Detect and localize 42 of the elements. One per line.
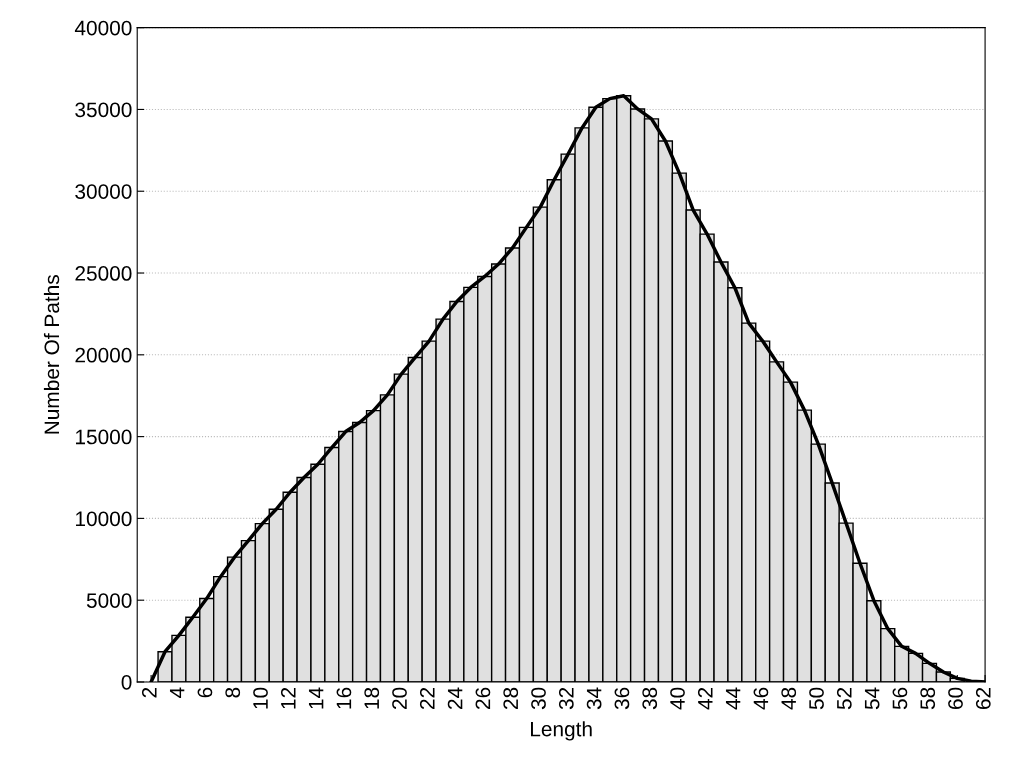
x-tick-label: 20	[392, 687, 407, 709]
x-tick-label: 40	[670, 687, 685, 710]
y-tick-label: 20000	[75, 347, 132, 363]
y-tick-label: 30000	[75, 184, 132, 199]
y-tick-label: 25000	[75, 266, 132, 281]
x-tick-label: 34	[586, 687, 602, 710]
x-tick-label: 44	[725, 687, 741, 710]
x-tick-label: 50	[809, 687, 824, 710]
x-tick-label: 62	[975, 687, 991, 709]
x-tick-label: 24	[447, 687, 463, 709]
x-tick-label: 26	[475, 687, 491, 709]
x-tick-label: 10	[253, 687, 268, 709]
x-tick-label: 8	[225, 687, 241, 698]
y-tick-label: 5000	[86, 593, 132, 608]
y-tick-label: 10000	[76, 511, 132, 527]
x-tick-label: 52	[836, 687, 852, 710]
x-tick-label: 42	[697, 687, 713, 710]
y-tick-label: 0	[121, 674, 132, 690]
x-tick-label: 58	[920, 687, 936, 710]
y-axis-title: Number Of Paths	[43, 275, 60, 434]
x-tick-label: 14	[308, 687, 324, 709]
x-tick-label: 12	[280, 687, 296, 709]
x-tick-label: 22	[419, 687, 435, 709]
x-tick-label: 60	[948, 687, 963, 709]
x-tick-label: 48	[781, 687, 797, 710]
y-tick-label: 15000	[76, 429, 132, 445]
y-tick-label: 40000	[74, 20, 132, 36]
x-axis-title: Length	[531, 721, 592, 741]
x-tick-label: 18	[364, 687, 380, 709]
x-tick-label: 16	[336, 687, 352, 709]
x-tick-label: 38	[642, 687, 658, 710]
x-tick-label: 4	[169, 687, 185, 698]
x-tick-label: 46	[753, 687, 769, 710]
x-tick-label: 30	[531, 687, 546, 710]
x-tick-label: 36	[614, 687, 630, 710]
x-tick-label: 28	[503, 687, 519, 709]
x-tick-label: 32	[558, 687, 574, 710]
y-tick-label: 35000	[75, 102, 132, 118]
x-tick-label: 6	[197, 687, 213, 698]
x-tick-label: 54	[864, 687, 880, 710]
x-tick-label: 56	[892, 687, 908, 710]
x-tick-label: 2	[141, 687, 157, 698]
